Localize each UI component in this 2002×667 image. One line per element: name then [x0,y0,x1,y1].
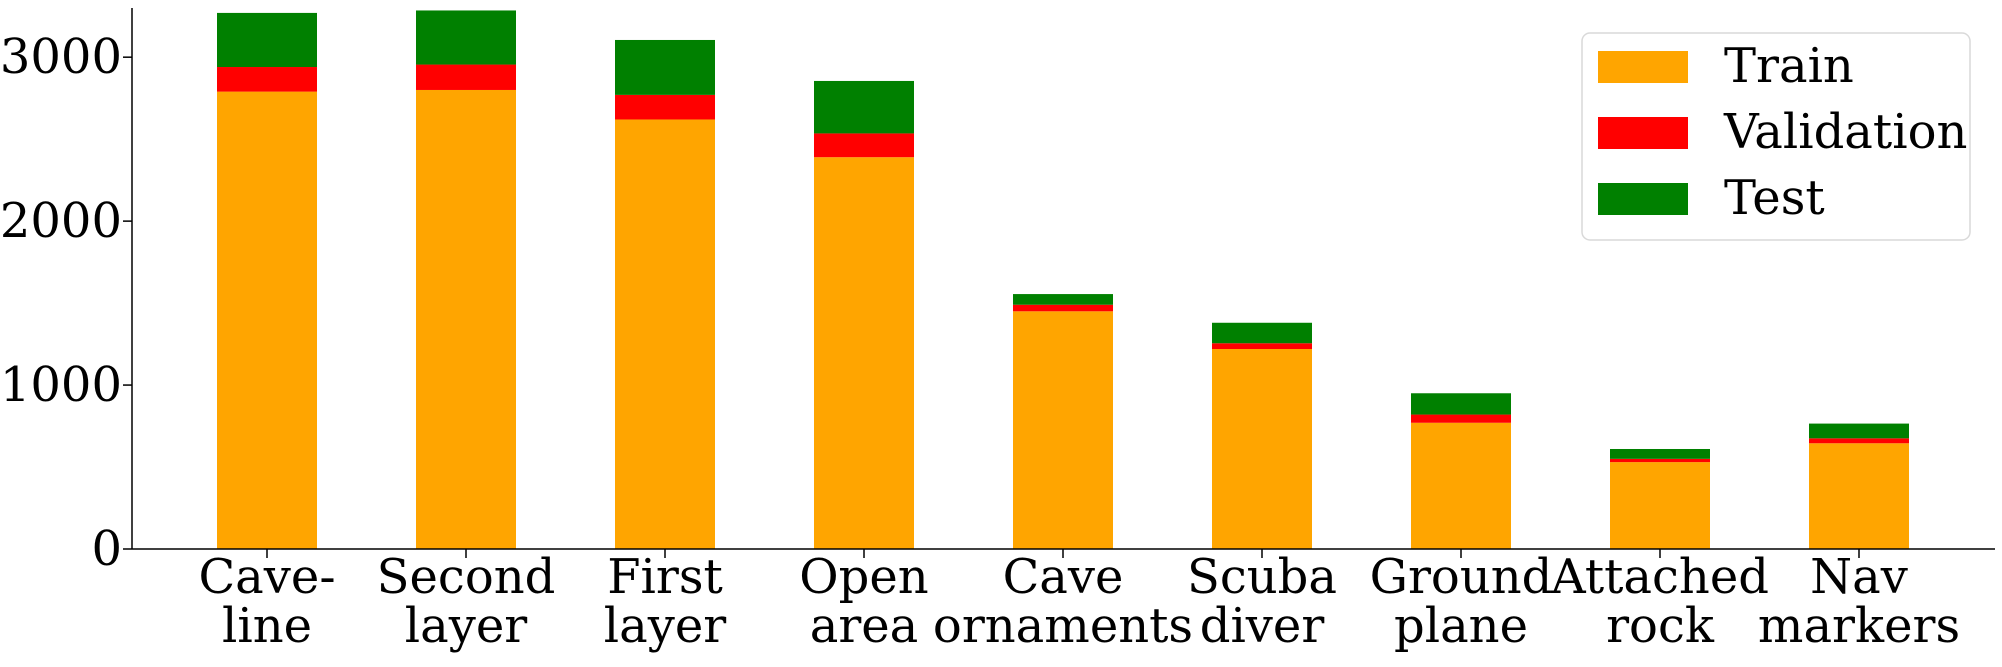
x-tick-label-6: Ground plane [1370,549,1553,654]
x-tick-label-0: Cave-line [198,549,335,654]
bars [217,10,1909,549]
bar-train-5 [1212,348,1312,549]
bar-train-4 [1013,311,1113,549]
x-tick-label-7: Attached rock [1550,549,1769,654]
bar-test-4 [1013,294,1113,305]
bar-train-2 [615,119,715,549]
x-tick-label-4: Cave ornaments [933,549,1193,654]
bar-test-2 [615,39,715,95]
x-tick-label-line: Open [799,549,928,605]
bar-test-6 [1411,393,1511,415]
x-tick-label-line: ornaments [933,598,1193,654]
bar-validation-2 [615,94,715,120]
legend-swatch-validation [1598,117,1688,149]
x-tick-label-line: First [607,549,723,605]
bar-train-6 [1411,422,1511,549]
x-tick-label-line: Cave [1003,549,1124,605]
x-tick-label-line: Cave- [198,549,335,605]
bar-test-1 [416,10,516,65]
bar-test-3 [814,80,914,134]
bar-validation-8 [1809,438,1909,444]
bar-train-7 [1610,462,1710,549]
x-tick-label-line: Attached [1550,549,1769,605]
legend-label-test: Test [1724,170,1825,226]
x-tick-label-5: Scuba diver [1187,549,1337,654]
bar-train-3 [814,157,914,549]
bar-train-1 [416,89,516,549]
legend-label-train: Train [1724,38,1854,94]
bar-validation-3 [814,133,914,158]
x-tick-label-line: Scuba [1187,549,1337,605]
y-tick-label-2: 2000 [0,193,122,249]
bar-validation-7 [1610,458,1710,463]
x-tick-label-line: area [810,598,919,654]
x-tick-label-line: line [222,598,312,654]
bar-train-8 [1809,443,1909,549]
y-tick-label-1: 1000 [0,357,122,413]
bar-validation-1 [416,64,516,90]
legend-swatch-train [1598,51,1688,83]
x-tick-label-line: Second [377,549,556,605]
x-tick-label-line: diver [1200,598,1325,654]
x-tick-label-1: Second layer [377,549,556,654]
x-tick-label-line: Ground [1370,549,1553,605]
x-tick-label-8: Nav markers [1758,549,1960,654]
bar-test-8 [1809,423,1909,439]
bar-test-5 [1212,322,1312,344]
bar-validation-6 [1411,414,1511,423]
bar-validation-0 [217,67,317,92]
bar-validation-4 [1013,304,1113,312]
x-tick-label-line: markers [1758,598,1960,654]
legend: Train Validation Test [1581,32,1971,241]
x-tick-label-line: plane [1394,598,1528,654]
x-tick-label-line: Nav [1810,549,1908,605]
x-tick-label-line: layer [604,598,726,654]
bar-test-7 [1610,448,1710,459]
x-tick-label-3: Open area [799,549,928,654]
y-tick-label-3: 3000 [0,29,122,85]
bar-validation-5 [1212,343,1312,349]
x-tick-label-line: layer [405,598,527,654]
bar-test-0 [217,12,317,68]
x-tick-label-line: rock [1606,598,1715,654]
y-tick-label-0: 0 [91,521,122,577]
bar-train-0 [217,91,317,549]
legend-swatch-test [1598,183,1688,215]
legend-label-validation: Validation [1723,104,1967,160]
x-tick-label-2: First layer [604,549,726,654]
